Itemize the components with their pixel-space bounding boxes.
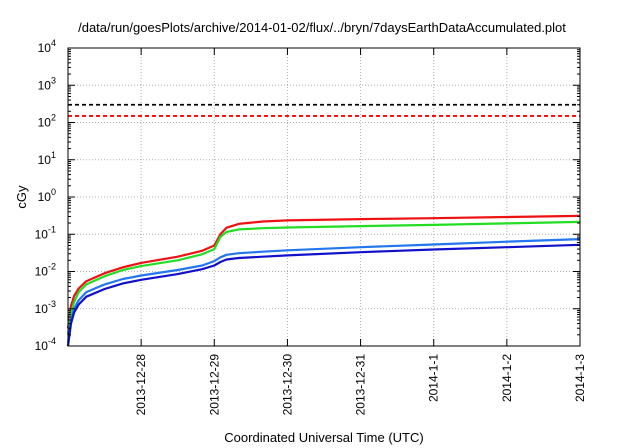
x-axis-label: Coordinated Universal Time (UTC) (224, 430, 423, 445)
chart-title: /data/run/goesPlots/archive/2014-01-02/f… (78, 20, 566, 35)
y-tick-label: 10-2 (35, 262, 56, 279)
series-group (66, 214, 581, 347)
x-tick-label: 2014-1-3 (573, 354, 587, 402)
x-tick-label: 2014-1-1 (427, 354, 441, 402)
y-tick-label: 102 (38, 113, 56, 130)
grid (68, 48, 580, 346)
y-tick-label: 10-1 (35, 224, 56, 241)
y-axis-label: cGy (14, 185, 29, 209)
x-axis: 2013-12-28 2013-12-29 2013-12-30 2013-12-31… (134, 48, 587, 415)
y-tick-label: 10-3 (35, 299, 56, 316)
x-tick-label: 2013-12-28 (134, 354, 148, 416)
x-tick-label: 2014-1-2 (500, 354, 514, 402)
x-tick-label: 2013-12-29 (207, 354, 221, 416)
x-tick-label: 2013-12-31 (354, 354, 368, 416)
y-tick-label: 10-4 (35, 336, 56, 353)
x-tick-label: 2013-12-30 (280, 354, 294, 416)
y-tick-label: 100 (38, 187, 56, 204)
y-tick-label: 104 (38, 38, 56, 55)
y-tick-label: 101 (38, 150, 56, 167)
series-line (66, 238, 581, 344)
series-line (66, 220, 581, 335)
y-tick-label: 103 (38, 75, 56, 92)
series-line (66, 243, 581, 347)
y-axis: 10-4 10-3 10-2 10-1 100 101 102 103 104 (35, 38, 580, 353)
threshold-lines (68, 103, 580, 117)
series-line (66, 214, 581, 329)
